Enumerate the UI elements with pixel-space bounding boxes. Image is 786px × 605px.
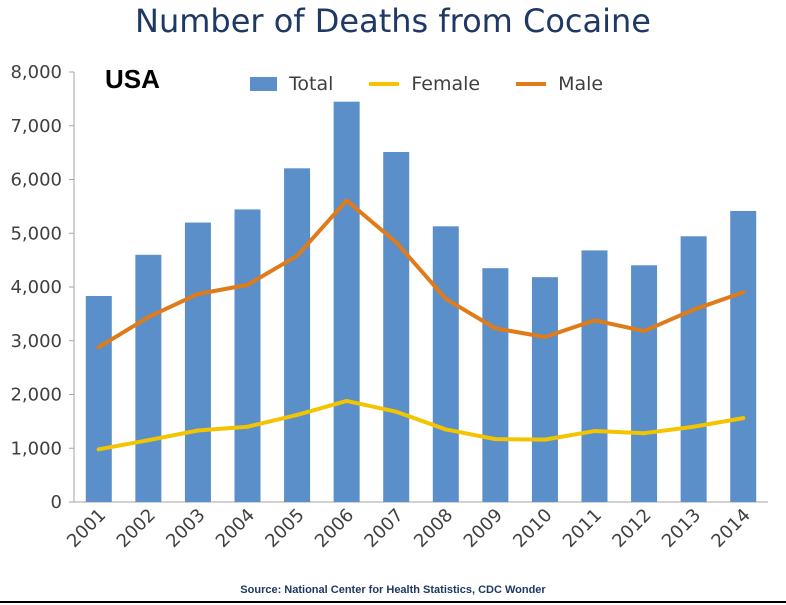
bar-total-2011 bbox=[581, 250, 608, 502]
x-tick-label: 2001 bbox=[63, 505, 110, 552]
x-tick-label: 2010 bbox=[509, 505, 556, 552]
bar-total-2014 bbox=[730, 210, 757, 502]
bottom-border bbox=[0, 601, 786, 603]
y-tick-label: 1,000 bbox=[10, 438, 62, 459]
point-female-2007 bbox=[394, 409, 399, 414]
bar-total-2008 bbox=[432, 226, 459, 502]
point-female-2005 bbox=[295, 412, 300, 417]
point-female-2002 bbox=[146, 438, 151, 443]
point-male-2008 bbox=[443, 296, 448, 301]
point-male-2014 bbox=[741, 290, 746, 295]
region-label: USA bbox=[105, 64, 160, 94]
point-male-2003 bbox=[195, 291, 200, 296]
point-female-2012 bbox=[642, 431, 647, 436]
y-tick-label: 3,000 bbox=[10, 331, 62, 352]
point-male-2007 bbox=[394, 240, 399, 245]
x-tick-label: 2006 bbox=[311, 505, 358, 552]
point-female-2004 bbox=[245, 424, 250, 429]
legend-swatch-female bbox=[369, 82, 400, 86]
y-tick-label: 2,000 bbox=[10, 385, 62, 406]
line-male bbox=[96, 198, 746, 350]
y-axis: 0 1,000 2,000 3,000 4,000 5,000 6,000 7,000 8,00… bbox=[10, 62, 75, 513]
x-tick-label: 2014 bbox=[708, 505, 755, 552]
point-male-2001 bbox=[96, 345, 101, 350]
point-female-2014 bbox=[741, 416, 746, 421]
bar-total-2003 bbox=[184, 222, 211, 502]
point-male-2006 bbox=[344, 198, 349, 203]
point-female-2009 bbox=[493, 437, 498, 442]
legend-swatch-male bbox=[516, 82, 547, 86]
x-tick-label: 2009 bbox=[460, 505, 507, 552]
point-female-2006 bbox=[344, 398, 349, 403]
line-series bbox=[96, 198, 746, 452]
point-male-2009 bbox=[493, 326, 498, 331]
x-tick-label: 2007 bbox=[361, 505, 408, 552]
legend-item-female: Female bbox=[369, 73, 480, 95]
legend-label-total: Total bbox=[289, 73, 334, 95]
line-female bbox=[96, 398, 746, 452]
point-female-2010 bbox=[542, 437, 547, 442]
point-female-2003 bbox=[195, 428, 200, 433]
point-female-2008 bbox=[443, 427, 448, 432]
point-male-2005 bbox=[295, 253, 300, 258]
point-male-2004 bbox=[245, 282, 250, 287]
bar-total-2005 bbox=[284, 168, 311, 502]
y-tick-label: 6,000 bbox=[10, 170, 62, 191]
x-tick-label: 2003 bbox=[162, 505, 209, 552]
bar-series-total bbox=[85, 101, 757, 503]
x-tick-label: 2005 bbox=[261, 505, 308, 552]
bar-total-2001 bbox=[85, 295, 112, 502]
x-tick-label: 2012 bbox=[608, 505, 655, 552]
point-male-2012 bbox=[642, 329, 647, 334]
point-male-2010 bbox=[542, 334, 547, 339]
y-tick-label: 5,000 bbox=[10, 223, 62, 244]
bar-total-2006 bbox=[333, 101, 360, 503]
bar-total-2004 bbox=[234, 209, 261, 502]
point-male-2002 bbox=[146, 315, 151, 320]
chart-title: Number of Deaths from Cocaine bbox=[135, 2, 651, 40]
bar-total-2013 bbox=[680, 236, 707, 502]
legend-swatch-total bbox=[250, 77, 277, 91]
x-tick-label: 2013 bbox=[658, 505, 705, 552]
x-tick-label: 2011 bbox=[559, 505, 606, 552]
legend-label-female: Female bbox=[411, 73, 481, 95]
y-tick-label: 8,000 bbox=[10, 62, 62, 83]
y-tick-label: 0 bbox=[51, 492, 62, 513]
legend-item-male: Male bbox=[516, 73, 603, 95]
point-female-2011 bbox=[592, 429, 597, 434]
y-tick-label: 4,000 bbox=[10, 277, 62, 298]
point-female-2001 bbox=[96, 447, 101, 452]
x-axis: 2001 2002 2003 2004 2005 2006 2007 2008 2009 2010… bbox=[63, 501, 768, 552]
x-tick-label: 2008 bbox=[410, 505, 457, 552]
point-female-2013 bbox=[691, 424, 696, 429]
legend-label-male: Male bbox=[558, 73, 604, 95]
chart-source-note: Source: National Center for Health Stati… bbox=[240, 584, 546, 596]
x-tick-label: 2004 bbox=[212, 505, 259, 552]
x-tick-label: 2002 bbox=[113, 505, 160, 552]
legend-item-total: Total bbox=[250, 73, 333, 95]
bar-total-2009 bbox=[482, 268, 509, 502]
bar-total-2012 bbox=[631, 265, 658, 502]
point-male-2011 bbox=[592, 318, 597, 323]
y-tick-label: 7,000 bbox=[10, 116, 62, 137]
point-male-2013 bbox=[691, 307, 696, 312]
bar-total-2007 bbox=[383, 151, 410, 503]
chart-legend: Total Female Male bbox=[250, 73, 639, 95]
bar-total-2010 bbox=[531, 277, 558, 502]
bar-total-2002 bbox=[135, 254, 162, 502]
